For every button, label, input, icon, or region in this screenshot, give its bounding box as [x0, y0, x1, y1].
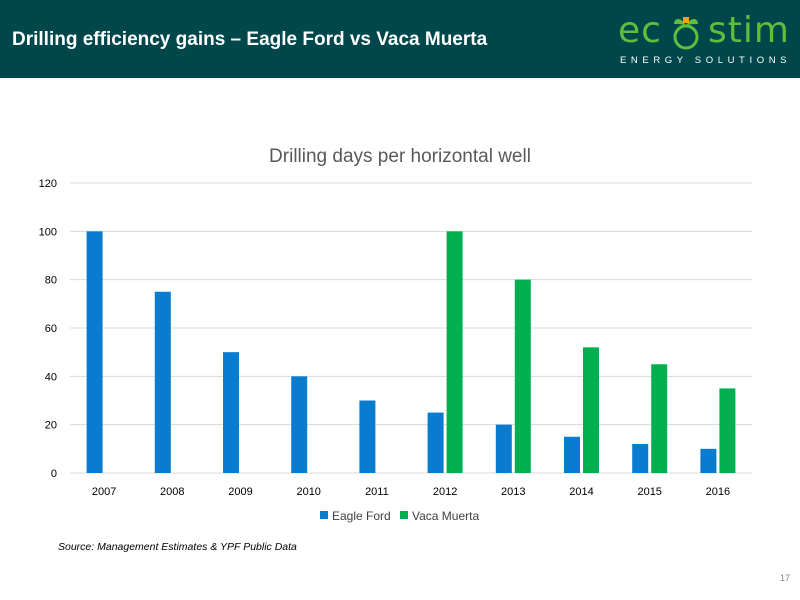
chart-title: Drilling days per horizontal well: [269, 146, 531, 167]
bar-vaca-muerta-2014: [583, 347, 599, 473]
x-tick-label: 2014: [569, 486, 593, 498]
x-tick-label: 2013: [501, 486, 525, 498]
bar-eagle-ford-2010: [291, 376, 308, 473]
y-tick-label: 100: [39, 226, 57, 238]
x-tick-label: 2010: [296, 486, 320, 498]
legend-swatch: [400, 511, 408, 519]
page-number: 17: [779, 573, 790, 583]
x-tick-label: 2015: [637, 486, 661, 498]
logo-word-right: stim: [708, 10, 790, 51]
x-tick-label: 2016: [706, 486, 730, 498]
bar-eagle-ford-2014: [564, 436, 580, 473]
bar-eagle-ford-2009: [223, 352, 239, 473]
x-tick-label: 2009: [228, 486, 252, 498]
legend-label: Eagle Ford: [332, 509, 391, 523]
bar-chart: 0 20 40 60 80 100 120 2007 2008 2009 2010 2011 2012 2…: [39, 178, 752, 523]
x-tick-label: 2007: [92, 486, 116, 498]
bar-eagle-ford-2008: [154, 291, 171, 473]
bar-vaca-muerta-2012: [446, 231, 463, 473]
y-tick-label: 80: [45, 275, 57, 287]
logo-tagline: ENERGY SOLUTIONS: [620, 55, 792, 66]
legend-label: Vaca Muerta: [412, 509, 479, 523]
bar-eagle-ford-2013: [495, 424, 512, 473]
bar-vaca-muerta-2013: [514, 279, 531, 473]
source-note: Source: Management Estimates & YPF Publi…: [58, 541, 297, 553]
bar-vaca-muerta-2016: [719, 388, 736, 473]
logo-leaf-icon: [673, 17, 699, 50]
bar-eagle-ford-2015: [632, 444, 649, 473]
x-tick-label: 2008: [160, 486, 184, 498]
bar-vaca-muerta-2015: [651, 364, 668, 473]
y-tick-label: 120: [39, 178, 57, 190]
ecostim-logo: ec stim ENERGY SOLUTIONS: [612, 8, 792, 74]
header-bar: Drilling efficiency gains – Eagle Ford v…: [0, 0, 800, 78]
bar-eagle-ford-2007: [86, 231, 103, 473]
slide-title: Drilling efficiency gains – Eagle Ford v…: [12, 29, 488, 50]
logo-word-left: ec: [618, 10, 662, 51]
legend-swatch: [320, 511, 328, 519]
y-tick-label: 20: [45, 420, 57, 432]
y-tick-label: 60: [45, 323, 57, 335]
y-tick-label: 40: [45, 371, 57, 383]
x-tick-label: 2012: [433, 486, 457, 498]
bar-eagle-ford-2012: [427, 412, 444, 473]
x-tick-label: 2011: [365, 486, 389, 498]
bar-eagle-ford-2016: [700, 448, 717, 473]
y-tick-label: 0: [51, 468, 57, 480]
bar-eagle-ford-2011: [359, 400, 376, 473]
